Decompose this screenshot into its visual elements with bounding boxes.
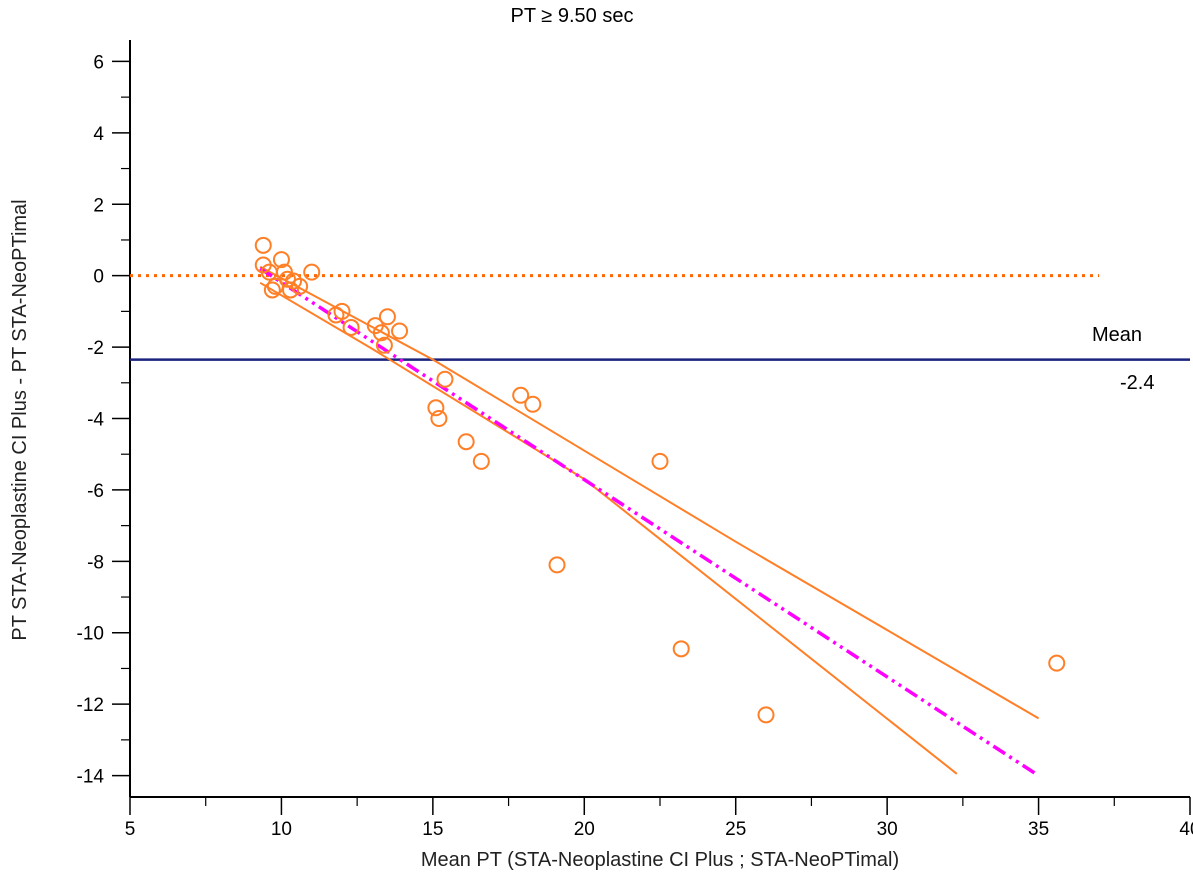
y-tick-label: 0 [93,267,104,288]
data-point [372,324,390,342]
mean-label: Mean [1092,324,1142,346]
data-point [1048,654,1066,672]
data-point [272,251,290,269]
x-tick-label: 25 [725,819,746,840]
axes [129,40,1190,798]
x-tick-label: 10 [271,819,292,840]
data-point [457,433,475,451]
x-tick-label: 15 [422,819,443,840]
y-tick-label: -6 [87,481,104,502]
data-point [378,308,396,326]
y-tick-label: 4 [93,124,104,145]
ci-upper-line [259,265,1040,720]
data-point [342,318,360,336]
data-point [436,370,454,388]
data-point [391,322,409,340]
data-point [282,281,300,299]
y-tick-label: 6 [93,52,104,73]
data-point [285,272,303,290]
y-tick-label: -10 [77,624,104,645]
data-point [303,263,321,281]
x-tick-label: 35 [1028,819,1049,840]
data-point [427,399,445,417]
data-point [672,640,690,658]
y-tick-label: -4 [87,410,104,431]
data-point [333,302,351,320]
data-points [254,236,1066,724]
y-tick-label: -8 [87,552,104,573]
data-point [524,395,542,413]
data-point [651,452,669,470]
data-point [548,556,566,574]
y-axis-title: PT STA-Neoplastine CI Plus - PT STA-NeoP… [9,199,31,640]
y-tick-label: -14 [77,767,105,788]
data-point [254,236,272,254]
data-point [375,336,393,354]
x-tick-label: 40 [1179,819,1193,840]
tick-marks [112,60,1191,815]
data-point [472,452,490,470]
y-tick-label: -2 [87,338,104,359]
regression-line [259,267,1040,778]
data-point [263,281,281,299]
ci-lower-line [259,281,958,775]
x-tick-label: 30 [877,819,898,840]
x-axis-title: Mean PT (STA-Neoplastine CI Plus ; STA-N… [421,849,899,871]
chart-title: PT ≥ 9.50 sec [511,5,634,27]
x-tick-label: 5 [125,819,136,840]
mean-value-label: -2.4 [1120,372,1154,394]
x-tick-label: 20 [574,819,595,840]
reference-lines [130,265,1190,778]
y-tick-label: 2 [93,195,104,216]
y-tick-label: -12 [77,695,104,716]
data-point [757,706,775,724]
data-point [512,386,530,404]
data-point [291,277,309,295]
data-point [430,410,448,427]
